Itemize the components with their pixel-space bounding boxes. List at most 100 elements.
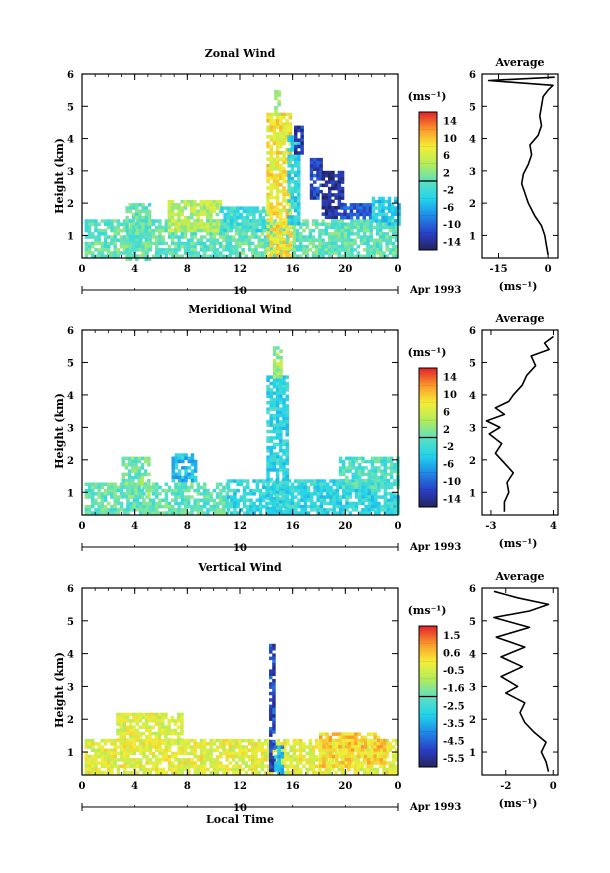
heatmap-cell <box>295 254 300 258</box>
heatmap-cell <box>338 745 342 749</box>
heatmap-cell <box>131 459 135 464</box>
heatmap-cell <box>305 745 309 749</box>
heatmap-cell <box>121 475 125 480</box>
heatmap-cell <box>338 469 343 473</box>
heatmap-cell <box>272 442 277 447</box>
heatmap-cell <box>331 764 336 768</box>
heatmap-cell <box>357 475 362 480</box>
heatmap-cell <box>147 235 152 239</box>
heatmap-cell <box>347 251 351 255</box>
heatmap-cell <box>257 770 261 775</box>
heatmap-cell <box>103 244 108 249</box>
heatmap-cell <box>318 770 322 775</box>
zonal-wind-panel: Zonal Wind Height (km) 0 4 8 12 16 20 0123456 … <box>53 47 559 297</box>
heatmap-cell <box>322 479 327 483</box>
heatmap-cell <box>269 243 273 248</box>
heatmap-cell <box>257 742 261 746</box>
heatmap-cell <box>282 125 286 129</box>
heatmap-cell <box>87 482 92 486</box>
heatmap-cell <box>308 235 313 239</box>
heatmap-cell <box>337 222 341 226</box>
heatmap-cell <box>302 219 306 223</box>
heatmap-cell <box>334 251 338 255</box>
heatmap-cell <box>196 501 201 506</box>
heatmap-cell <box>266 429 270 434</box>
heatmap-cell <box>135 498 140 502</box>
heatmap-cell <box>325 735 329 740</box>
heatmap-cell <box>353 764 357 768</box>
heatmap-cell <box>142 254 146 258</box>
heatmap-cell <box>141 244 145 249</box>
heatmap-cell <box>262 498 266 502</box>
heatmap-cell <box>158 485 162 490</box>
heatmap-cell <box>228 751 233 756</box>
heatmap-cell <box>275 157 280 161</box>
heatmap-cell <box>288 234 293 238</box>
heatmap-cell <box>386 456 391 461</box>
heatmap-cell <box>138 228 142 233</box>
heatmap-cell <box>321 748 325 752</box>
heatmap-cell <box>241 738 245 743</box>
heatmap-cell <box>393 479 397 483</box>
heatmap-cell <box>94 751 98 756</box>
heatmap-cell <box>97 742 101 746</box>
heatmap-cell <box>87 241 92 246</box>
heatmap-cell <box>190 251 194 255</box>
heatmap-cell <box>167 511 172 515</box>
heatmap-cell <box>322 485 327 490</box>
heatmap-cell <box>395 254 399 258</box>
heatmap-cell <box>395 244 399 249</box>
heatmap-cell <box>244 754 249 759</box>
heatmap-cell <box>190 248 194 252</box>
heatmap-cell <box>285 385 289 389</box>
heatmap-cell <box>282 237 286 241</box>
heatmap-cell <box>143 459 148 464</box>
heatmap-cell <box>181 478 185 483</box>
heatmap-cell <box>226 485 231 490</box>
heatmap-cell <box>310 482 314 486</box>
heatmap-cell <box>171 492 175 496</box>
heatmap-cell <box>97 501 101 506</box>
heatmap-cell <box>369 232 373 236</box>
heatmap-cell <box>269 202 273 206</box>
heatmap-cell <box>123 770 127 775</box>
heatmap-cell <box>126 761 130 765</box>
heatmap-cell <box>266 458 270 463</box>
heatmap-cell <box>395 767 399 772</box>
heatmap-cell <box>269 762 273 766</box>
heatmap-cell <box>279 388 283 392</box>
heatmap-cell <box>275 253 280 257</box>
y-tick-label: 6 <box>67 326 74 337</box>
heatmap-cell <box>212 206 216 210</box>
heatmap-cell <box>263 254 268 258</box>
heatmap-cell <box>275 215 280 219</box>
heatmap-cell <box>366 251 370 255</box>
heatmap-cell <box>241 767 245 772</box>
heatmap-cell <box>377 501 381 506</box>
heatmap-cell <box>360 748 365 752</box>
heatmap-cell <box>171 751 175 756</box>
heatmap-cell <box>261 225 266 230</box>
heatmap-cell <box>260 761 265 765</box>
heatmap-cell <box>285 221 289 225</box>
heatmap-cell <box>254 751 258 756</box>
heatmap-cell <box>340 241 345 246</box>
heatmap-cell <box>269 672 273 677</box>
heatmap-cell <box>311 235 316 239</box>
heatmap-cell <box>378 196 382 201</box>
heatmap-cell <box>292 767 297 772</box>
heatmap-cell <box>212 225 216 229</box>
heatmap-cell <box>294 128 298 133</box>
average-x-tick-label: -2 <box>500 781 511 792</box>
heatmap-cell <box>321 177 326 181</box>
heatmap-cell <box>249 492 253 496</box>
heatmap-cell <box>251 241 255 246</box>
heatmap-cell <box>138 254 142 258</box>
heatmap-cell <box>180 488 185 493</box>
heatmap-cell <box>345 492 349 496</box>
heatmap-cell <box>380 472 384 477</box>
zonal-date-axis: 10 Apr 1993 <box>81 285 461 297</box>
heatmap-cell <box>219 232 223 236</box>
heatmap-cell <box>350 254 354 258</box>
